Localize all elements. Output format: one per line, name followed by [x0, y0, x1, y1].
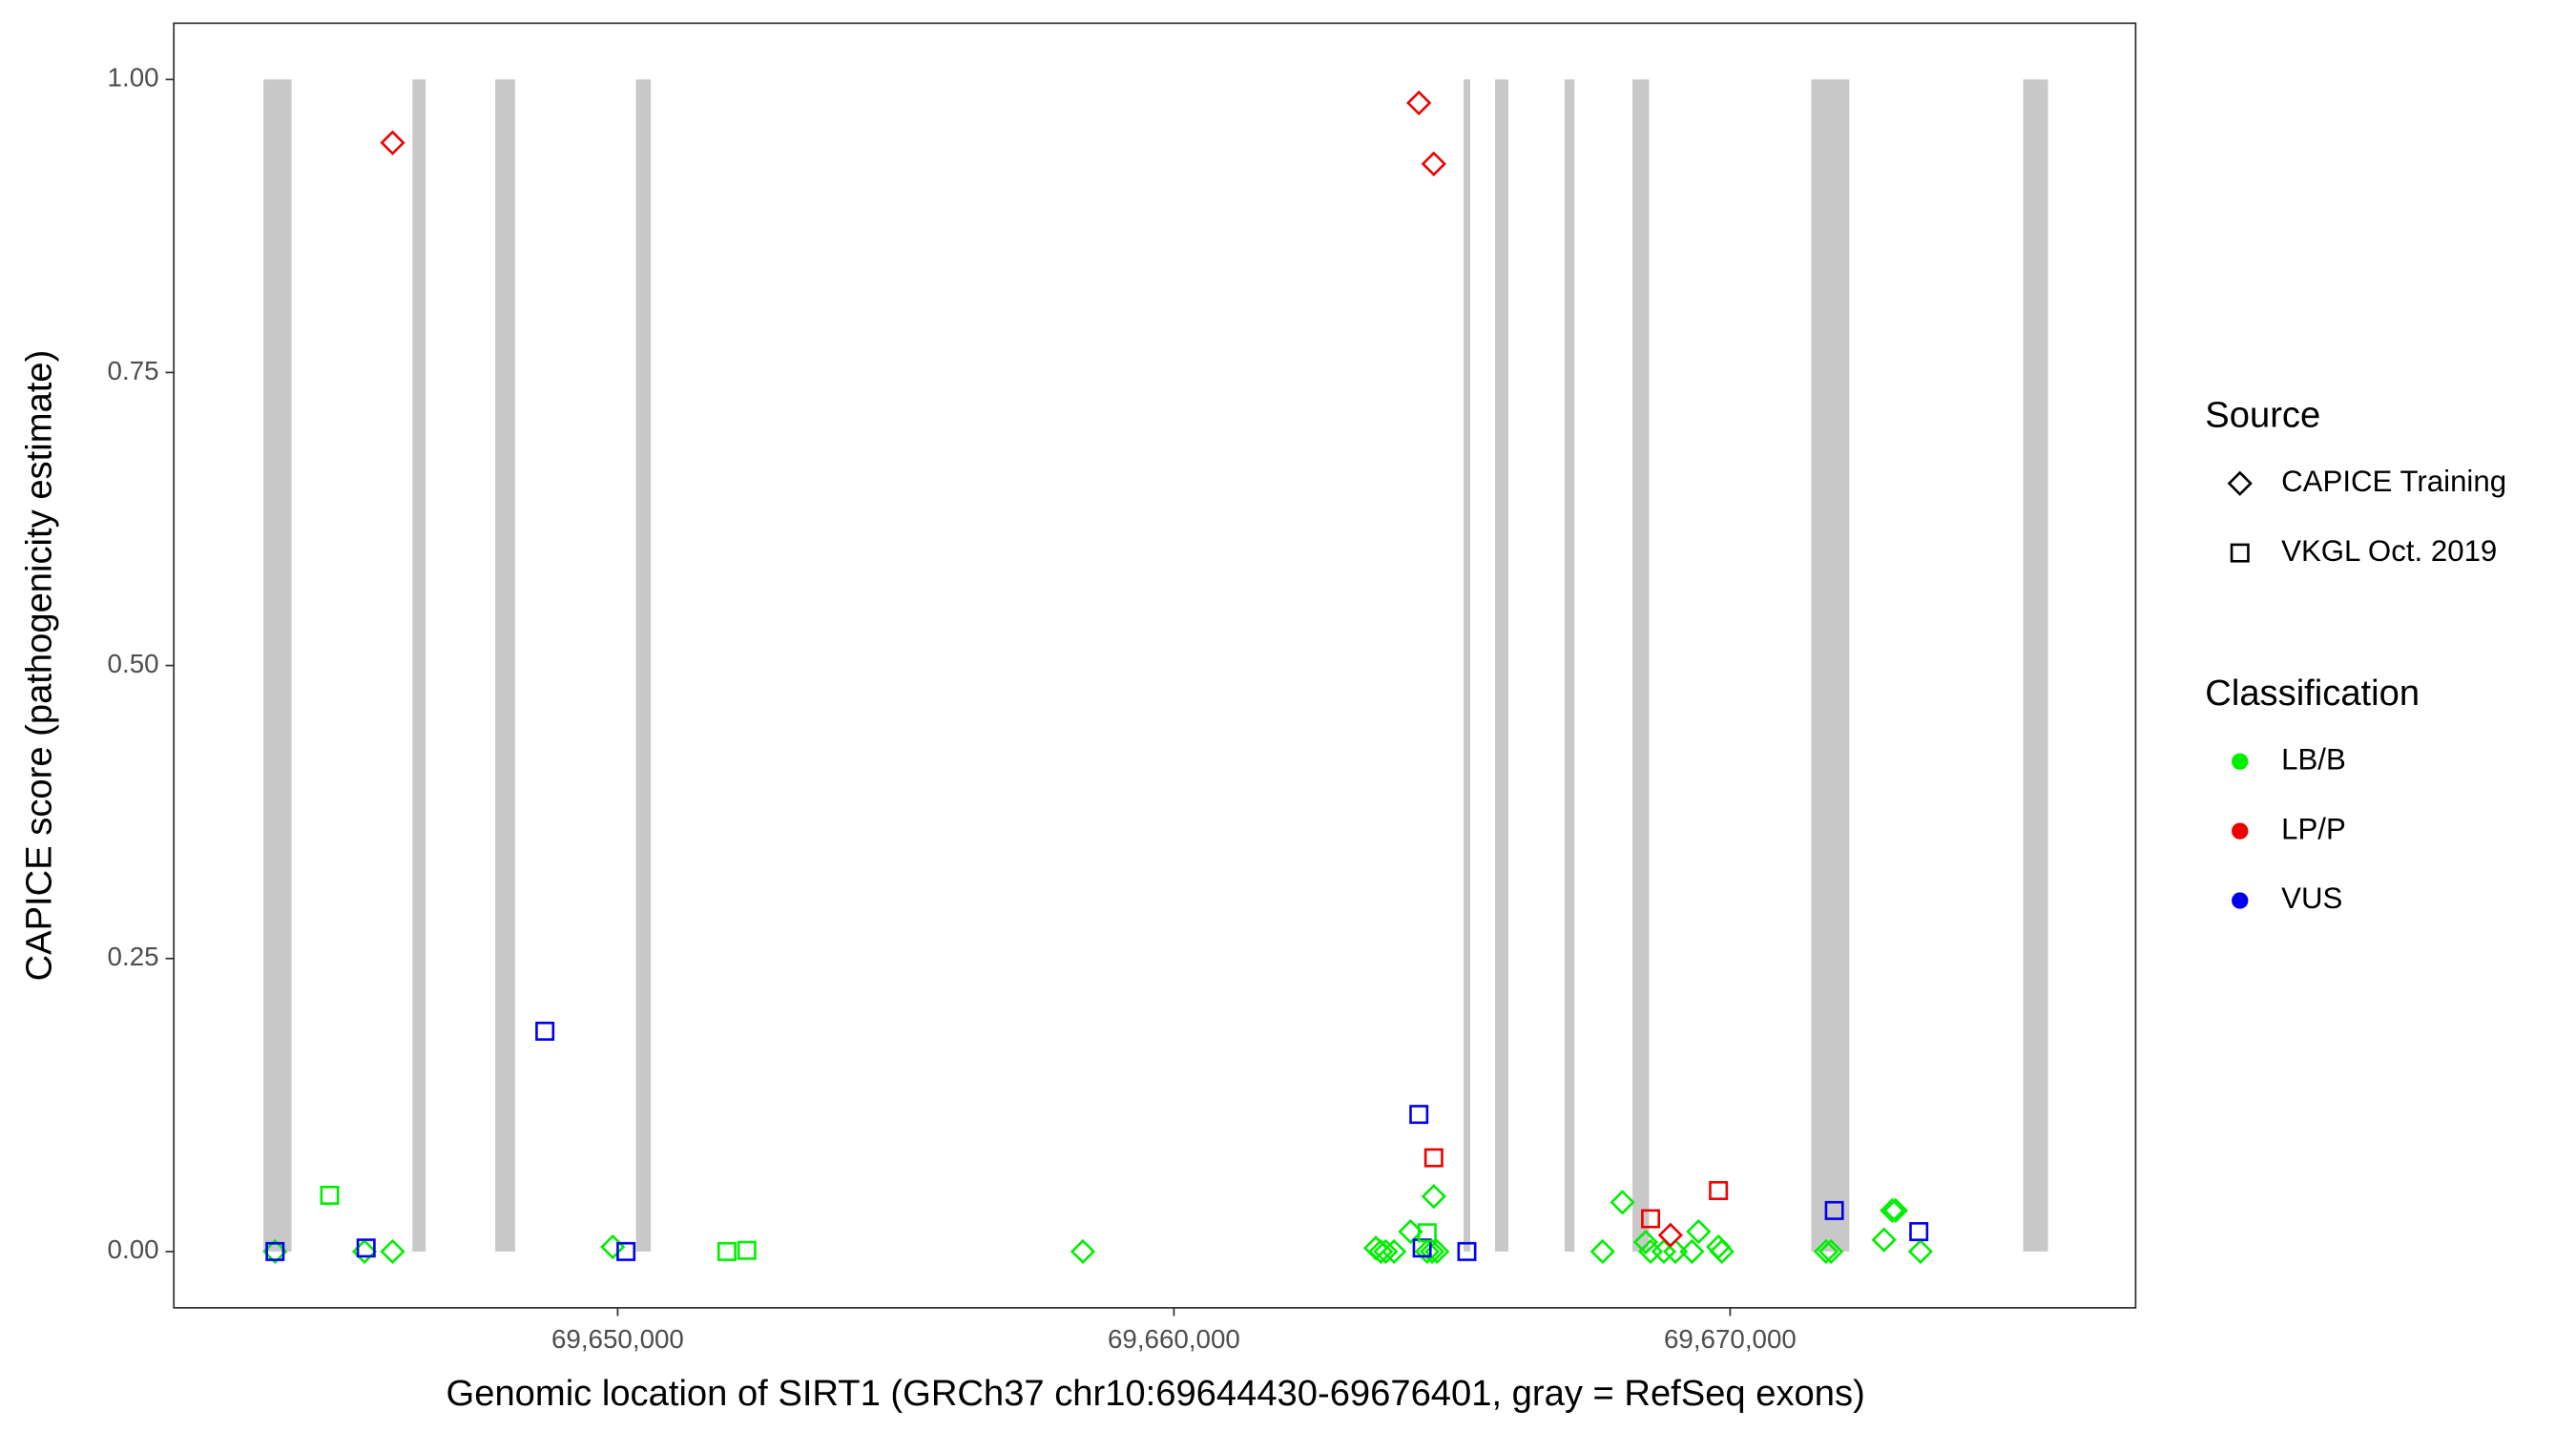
point [380, 130, 405, 156]
legend-label: LB/B [2281, 742, 2346, 776]
point [1070, 1238, 1096, 1265]
point [1686, 1218, 1712, 1245]
point [717, 1241, 737, 1261]
point [265, 1241, 285, 1261]
point [1381, 1238, 1407, 1265]
point [1657, 1222, 1683, 1248]
point [1406, 90, 1432, 115]
exon [495, 79, 515, 1252]
point [1589, 1238, 1615, 1265]
exon [263, 79, 292, 1252]
point [1373, 1238, 1399, 1265]
point [320, 1185, 340, 1205]
point [1818, 1238, 1844, 1265]
point [1362, 1235, 1389, 1261]
y-tick-label: 1.00 [108, 63, 159, 93]
legend-key [2232, 892, 2249, 909]
exon [412, 79, 426, 1252]
point [1882, 1197, 1908, 1224]
point [1907, 1238, 1934, 1265]
point [1409, 1105, 1429, 1125]
legend-title: Classification [2205, 673, 2420, 714]
point [737, 1240, 757, 1260]
legend-key [2227, 470, 2253, 496]
point [616, 1241, 636, 1261]
point [600, 1234, 626, 1260]
y-tick-label: 0.75 [108, 356, 159, 385]
point [1632, 1229, 1658, 1255]
point [1457, 1241, 1477, 1261]
y-tick-label: 0.25 [108, 942, 159, 971]
point [1641, 1209, 1661, 1229]
exon [1811, 79, 1850, 1252]
point [1610, 1190, 1635, 1215]
y-tick-label: 0.50 [108, 649, 159, 678]
legend-label: CAPICE Training [2281, 465, 2506, 498]
exon [1495, 79, 1508, 1252]
y-tick-label: 0.00 [108, 1234, 159, 1264]
point [1662, 1238, 1689, 1265]
x-tick-label: 69,670,000 [1664, 1324, 1797, 1354]
legend-title: Source [2205, 394, 2320, 435]
point [380, 1238, 405, 1265]
point [1909, 1222, 1929, 1241]
x-tick-label: 69,660,000 [1108, 1324, 1240, 1354]
point [1709, 1238, 1735, 1265]
exon [1632, 79, 1650, 1252]
point [1412, 1238, 1432, 1258]
point [1414, 1238, 1440, 1265]
legend-key [2232, 753, 2249, 770]
legend-label: LP/P [2281, 812, 2346, 845]
point [1419, 1238, 1445, 1265]
legend-key [2232, 822, 2249, 840]
legend-label: VKGL Oct. 2019 [2281, 534, 2497, 568]
exon [635, 79, 652, 1252]
point [1880, 1197, 1905, 1224]
point [1706, 1234, 1732, 1260]
point [356, 1238, 376, 1258]
exon [1464, 79, 1470, 1252]
exon [2023, 79, 2048, 1252]
point [535, 1021, 555, 1041]
x-axis-title: Genomic location of SIRT1 (GRCh37 chr10:… [447, 1373, 1865, 1414]
x-tick-label: 69,650,000 [551, 1324, 684, 1354]
legend-label: VUS [2281, 881, 2342, 915]
panel-border [173, 22, 2137, 1309]
exon [1564, 79, 1575, 1252]
point [1871, 1227, 1897, 1253]
point [1651, 1238, 1677, 1265]
point [1421, 151, 1446, 176]
point [1824, 1200, 1844, 1220]
legend-key [2230, 543, 2250, 563]
point [1813, 1238, 1839, 1265]
point [1421, 1184, 1446, 1210]
point [1417, 1223, 1437, 1243]
point [1423, 1148, 1444, 1168]
y-axis-title: CAPICE score (pathogenicity estimate) [18, 350, 59, 982]
point [1709, 1181, 1729, 1200]
point [1679, 1238, 1705, 1265]
